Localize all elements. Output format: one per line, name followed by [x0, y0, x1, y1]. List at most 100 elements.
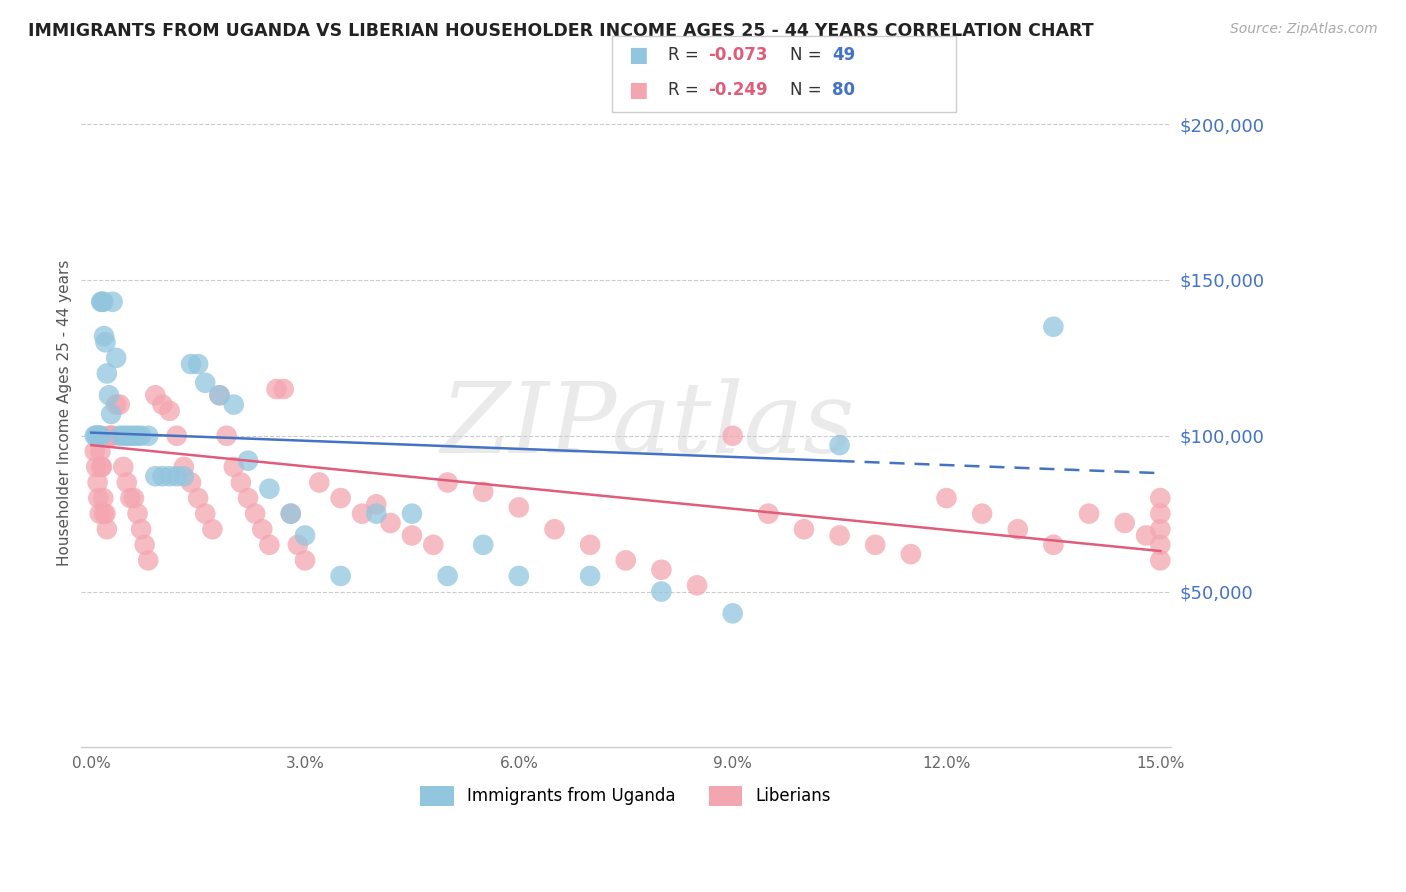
Point [1007, 522, 1029, 536]
Point [1149, 507, 1171, 521]
Point [89, 429, 111, 443]
Point [222, 459, 245, 474]
Point [422, 538, 444, 552]
Point [686, 578, 709, 592]
Point [87, 491, 110, 505]
Text: IMMIGRANTS FROM UGANDA VS LIBERIAN HOUSEHOLDER INCOME AGES 25 - 44 YEARS CORRELA: IMMIGRANTS FROM UGANDA VS LIBERIAN HOUSE… [28, 22, 1094, 40]
Point [86, 475, 108, 490]
Y-axis label: Householder Income Ages 25 - 44 years: Householder Income Ages 25 - 44 years [58, 260, 72, 566]
Point [208, 388, 231, 402]
Point [329, 569, 352, 583]
Point [129, 429, 152, 443]
Point [194, 376, 217, 390]
Point [828, 438, 851, 452]
Point [287, 538, 309, 552]
Text: N =: N = [790, 81, 827, 99]
Point [120, 491, 142, 505]
Point [1078, 507, 1101, 521]
Text: R =: R = [668, 81, 704, 99]
Point [1042, 538, 1064, 552]
Point [294, 553, 316, 567]
Point [87, 429, 110, 443]
Point [900, 547, 922, 561]
Point [166, 429, 188, 443]
Text: N =: N = [790, 45, 827, 64]
Point [96, 522, 118, 536]
Point [84, 459, 107, 474]
Point [90, 294, 112, 309]
Point [101, 294, 124, 309]
Point [180, 357, 202, 371]
Point [166, 469, 188, 483]
Point [90, 294, 112, 309]
Text: ZIPatlas: ZIPatlas [440, 378, 855, 474]
Point [259, 482, 281, 496]
Point [472, 538, 495, 552]
Point [1114, 516, 1136, 530]
Point [280, 507, 302, 521]
Point [122, 429, 145, 443]
Point [180, 475, 202, 490]
Point [112, 429, 135, 443]
Point [273, 382, 295, 396]
Point [229, 475, 252, 490]
Point [280, 507, 302, 521]
Point [105, 351, 128, 365]
Point [508, 569, 530, 583]
Point [1149, 553, 1171, 567]
Point [105, 398, 128, 412]
Point [159, 404, 181, 418]
Point [90, 459, 112, 474]
Point [143, 469, 166, 483]
Point [308, 475, 330, 490]
Point [508, 500, 530, 515]
Point [1149, 522, 1171, 536]
Point [236, 491, 259, 505]
Point [83, 429, 105, 443]
Point [90, 459, 112, 474]
Point [96, 367, 118, 381]
Point [100, 407, 122, 421]
Point [401, 507, 423, 521]
Point [98, 388, 121, 402]
Point [127, 507, 149, 521]
Point [436, 569, 458, 583]
Point [129, 522, 152, 536]
Point [91, 294, 114, 309]
Point [136, 553, 159, 567]
Text: 80: 80 [832, 81, 855, 99]
Point [108, 429, 131, 443]
Point [243, 507, 266, 521]
Point [108, 398, 131, 412]
Point [112, 459, 135, 474]
Point [101, 429, 124, 443]
Point [401, 528, 423, 542]
Point [721, 429, 744, 443]
Point [436, 475, 458, 490]
Point [236, 453, 259, 467]
Point [756, 507, 779, 521]
Point [89, 429, 111, 443]
Point [122, 491, 145, 505]
Point [472, 484, 495, 499]
Point [543, 522, 565, 536]
Point [91, 491, 114, 505]
Point [120, 429, 142, 443]
Point [143, 388, 166, 402]
Point [173, 469, 195, 483]
Point [935, 491, 957, 505]
Point [259, 538, 281, 552]
Point [366, 497, 388, 511]
Point [793, 522, 815, 536]
Point [187, 357, 209, 371]
Point [86, 429, 108, 443]
Point [201, 522, 224, 536]
Point [187, 491, 209, 505]
Text: -0.249: -0.249 [709, 81, 768, 99]
Point [83, 444, 105, 458]
Point [614, 553, 637, 567]
Point [294, 528, 316, 542]
Point [1149, 491, 1171, 505]
Point [98, 429, 121, 443]
Point [380, 516, 402, 530]
